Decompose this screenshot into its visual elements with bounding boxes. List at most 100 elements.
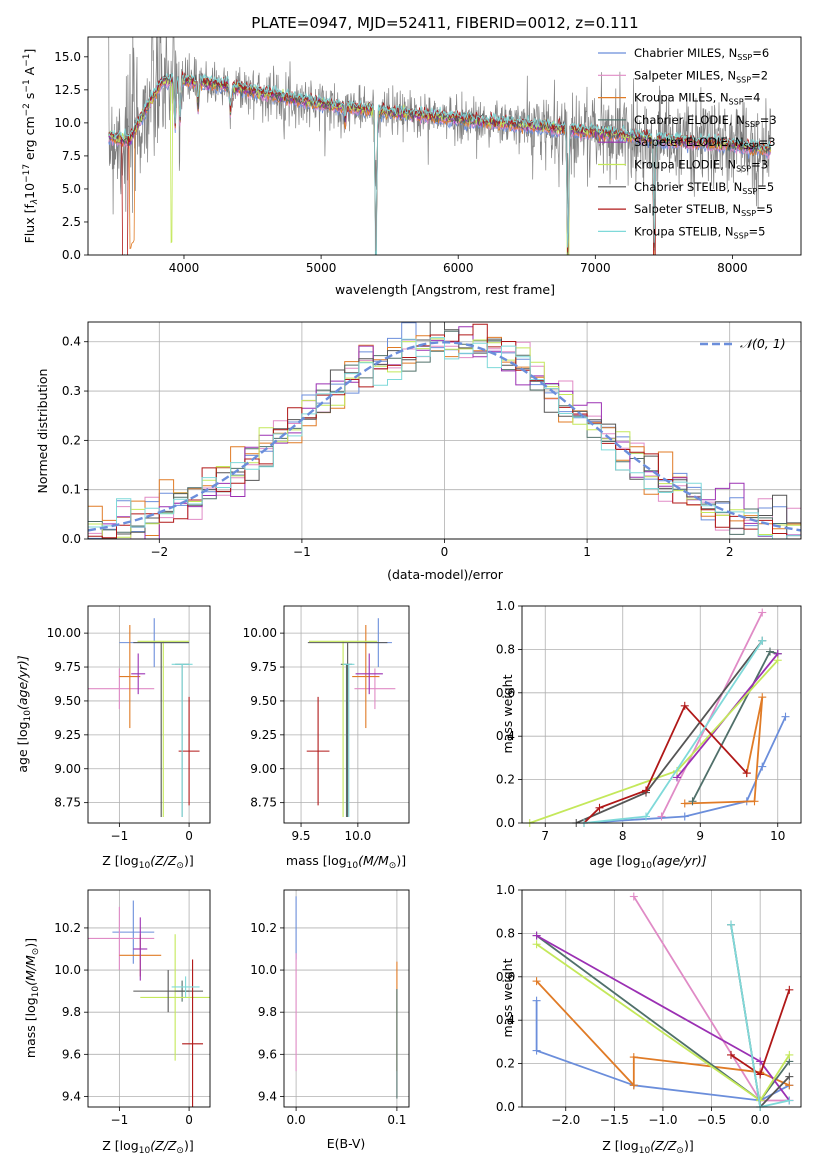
legend-entry-kroupa_elodie: Kroupa ELODIE, NSSP=3 [634,158,768,174]
weight-vs-age-ytick-label: 0.8 [496,642,515,656]
weight-vs-metallicity-line-kroupa_stelib [730,924,790,1107]
age-vs-mass-ytick-label: 9.00 [250,762,277,776]
weight-vs-age-panel: 7 8 9 10 0.0 0.2 0.4 0.6 0.8 1.0 [496,599,802,843]
residuals-ytick-label: 0.3 [62,384,81,398]
mass-vs-extinction-ytick-label: 9.8 [258,1005,277,1019]
weight-vs-metallicity-ytick-label: 0.0 [496,1100,515,1114]
mass-vs-metallicity-xtick-label: 0 [185,1113,193,1127]
spectrum-ytick-label: 5.0 [62,182,81,196]
spectrum-xtick-label: 7000 [580,261,611,275]
residuals-ytick-label: 0.0 [62,532,81,546]
age-vs-metallicity-ylabel: age [log10(age/yr)] [15,655,33,772]
residuals-panel: −2 −1 0 1 2 0.0 0.1 0.2 0.3 0.4 𝒩(0, 1) [62,321,802,559]
age-vs-metallicity-xtick-label: −1 [111,829,129,843]
mass-vs-extinction-panel: 0.0 0.1 9.4 9.6 9.8 10.0 10.2 [250,889,410,1127]
age-vs-mass-ytick-label: 9.25 [250,728,277,742]
legend-entry-normal: 𝒩(0, 1) [740,336,786,351]
weight-vs-age-ytick-label: 0.6 [496,686,515,700]
mass-vs-metallicity-frame [87,889,211,1108]
mass-vs-metallicity-ytick-label: 10.0 [54,963,81,977]
residuals-xtick-label: −2 [150,545,168,559]
age-vs-metallicity-panel: −1 0 8.75 9.00 9.25 9.50 9.75 10.00 [47,605,211,843]
spectrum-ytick-label: 7.5 [62,149,81,163]
age-vs-metallicity-frame [87,605,211,824]
mass-vs-extinction-ytick-label: 9.6 [258,1047,277,1061]
mass-vs-metallicity-panel: −1 0 9.4 9.6 9.8 10.0 10.2 [54,889,211,1127]
residuals-xtick-label: −1 [293,545,311,559]
weight-vs-metallicity-xlabel: Z [log10(Z/Z⊙)] [602,1138,693,1156]
spectrum-ytick-label: 10.0 [54,116,81,130]
weight-vs-age-ylabel: mass weight [500,674,515,753]
weight-vs-metallicity-ytick-label: 0.4 [496,1013,515,1027]
mass-vs-metallicity-ylabel: mass [log10(M/M⊙)] [23,938,41,1058]
legend-entry-salpeter_miles: Salpeter MILES, NSSP=2 [634,68,768,84]
weight-vs-age-ytick-label: 0.2 [496,773,515,787]
mass-vs-metallicity-ytick-label: 9.6 [62,1047,81,1061]
residuals-ytick-label: 0.1 [62,483,81,497]
mass-vs-extinction-ytick-label: 10.0 [250,963,277,977]
age-vs-mass-ytick-label: 10.00 [243,626,277,640]
mass-vs-metallicity-xlabel: Z [log10(Z/Z⊙)] [102,1138,193,1156]
weight-vs-metallicity-ytick-label: 0.8 [496,926,515,940]
weight-vs-age-ytick-label: 1.0 [496,599,515,613]
weight-vs-metallicity-xtick-label: −2.0 [551,1113,580,1127]
residuals-xtick-label: 2 [726,545,734,559]
weight-vs-age-xtick-label: 7 [541,829,549,843]
mass-vs-extinction-xlabel: E(B-V) [327,1136,366,1151]
weight-vs-age-line-kroupa_miles [684,696,764,805]
age-vs-mass-frame [283,605,410,824]
spectrum-model-line-kroupa_stelib [108,72,772,255]
age-vs-metallicity-xlabel: Z [log10(Z/Z⊙)] [102,853,193,871]
histogram-kroupa_stelib [88,337,801,539]
age-vs-metallicity-xtick-label: 0 [185,829,193,843]
legend-entry-salpeter_stelib: Salpeter STELIB, NSSP=5 [634,202,773,218]
legend-entry-chabrier_elodie: Chabrier ELODIE, NSSP=3 [634,113,777,129]
legend-entry-kroupa_stelib: Kroupa STELIB, NSSP=5 [634,224,765,240]
age-vs-metallicity-ytick-label: 9.50 [54,694,81,708]
weight-vs-metallicity-ytick-label: 0.2 [496,1057,515,1071]
spectrum-frame [87,36,802,256]
weight-vs-metallicity-frame [521,889,802,1108]
legend-entry-chabrier_miles: Chabrier MILES, NSSP=6 [634,46,769,62]
age-vs-mass-ytick-label: 9.50 [250,694,277,708]
spectrum-title: PLATE=0947, MJD=52411, FIBERID=0012, z=0… [251,14,638,32]
age-vs-mass-panel: 9.5 10.0 8.75 9.00 9.25 9.50 9.75 10.00 [243,605,410,843]
age-vs-metallicity-ytick-label: 8.75 [54,796,81,810]
spectrum-xtick-label: 4000 [169,261,200,275]
age-vs-mass-xtick-label: 9.5 [291,829,310,843]
weight-vs-metallicity-xtick-label: −1.0 [648,1113,677,1127]
spectrum-ylabel: Flux [fλ10−17 erg cm−2 s−1 A−1] [22,49,40,244]
spectrum-xtick-label: 5000 [306,261,337,275]
mass-vs-extinction-ytick-label: 10.2 [250,921,277,935]
mass-vs-extinction-xtick-label: 0.0 [287,1113,306,1127]
spectrum-ytick-label: 2.5 [62,215,81,229]
spectrum-panel: 4000 5000 6000 7000 8000 0.0 2.5 5.0 7.5 10.0 12.5… [54,36,802,275]
age-vs-mass-ytick-label: 8.75 [250,796,277,810]
age-vs-metallicity-ytick-label: 9.00 [54,762,81,776]
residuals-xlabel: (data-model)/error [387,567,504,582]
age-vs-mass-ytick-label: 9.75 [250,660,277,674]
legend-entry-salpeter_elodie: Salpeter ELODIE, NSSP=3 [634,135,776,151]
normal-reference-curve [88,340,801,532]
legend-entry-kroupa_miles: Kroupa MILES, NSSP=4 [634,91,760,107]
residuals-ytick-label: 0.2 [62,433,81,447]
residuals-frame [87,321,802,540]
mass-vs-metallicity-ytick-label: 9.8 [62,1005,81,1019]
weight-vs-metallicity-xtick-label: −1.5 [600,1113,629,1127]
mass-vs-extinction-frame [283,889,410,1108]
weight-vs-age-xtick-label: 10 [770,829,785,843]
mass-vs-extinction-ytick-label: 9.4 [258,1089,277,1103]
spectrum-xtick-label: 8000 [717,261,748,275]
weight-vs-metallicity-ytick-label: 1.0 [496,883,515,897]
weight-vs-metallicity-xtick-label: −0.5 [697,1113,726,1127]
residuals-xtick-label: 0 [441,545,449,559]
weight-vs-metallicity-ytick-label: 0.6 [496,970,515,984]
legend-entry-chabrier_stelib: Chabrier STELIB, NSSP=5 [634,180,774,196]
weight-vs-age-ytick-label: 0.4 [496,729,515,743]
age-vs-mass-xtick-label: 10.0 [345,829,372,843]
weight-vs-age-frame [521,605,802,824]
spectrum-xlabel: wavelength [Angstrom, rest frame] [335,282,555,297]
weight-vs-age-xtick-label: 9 [696,829,704,843]
mass-vs-metallicity-xtick-label: −1 [111,1113,129,1127]
